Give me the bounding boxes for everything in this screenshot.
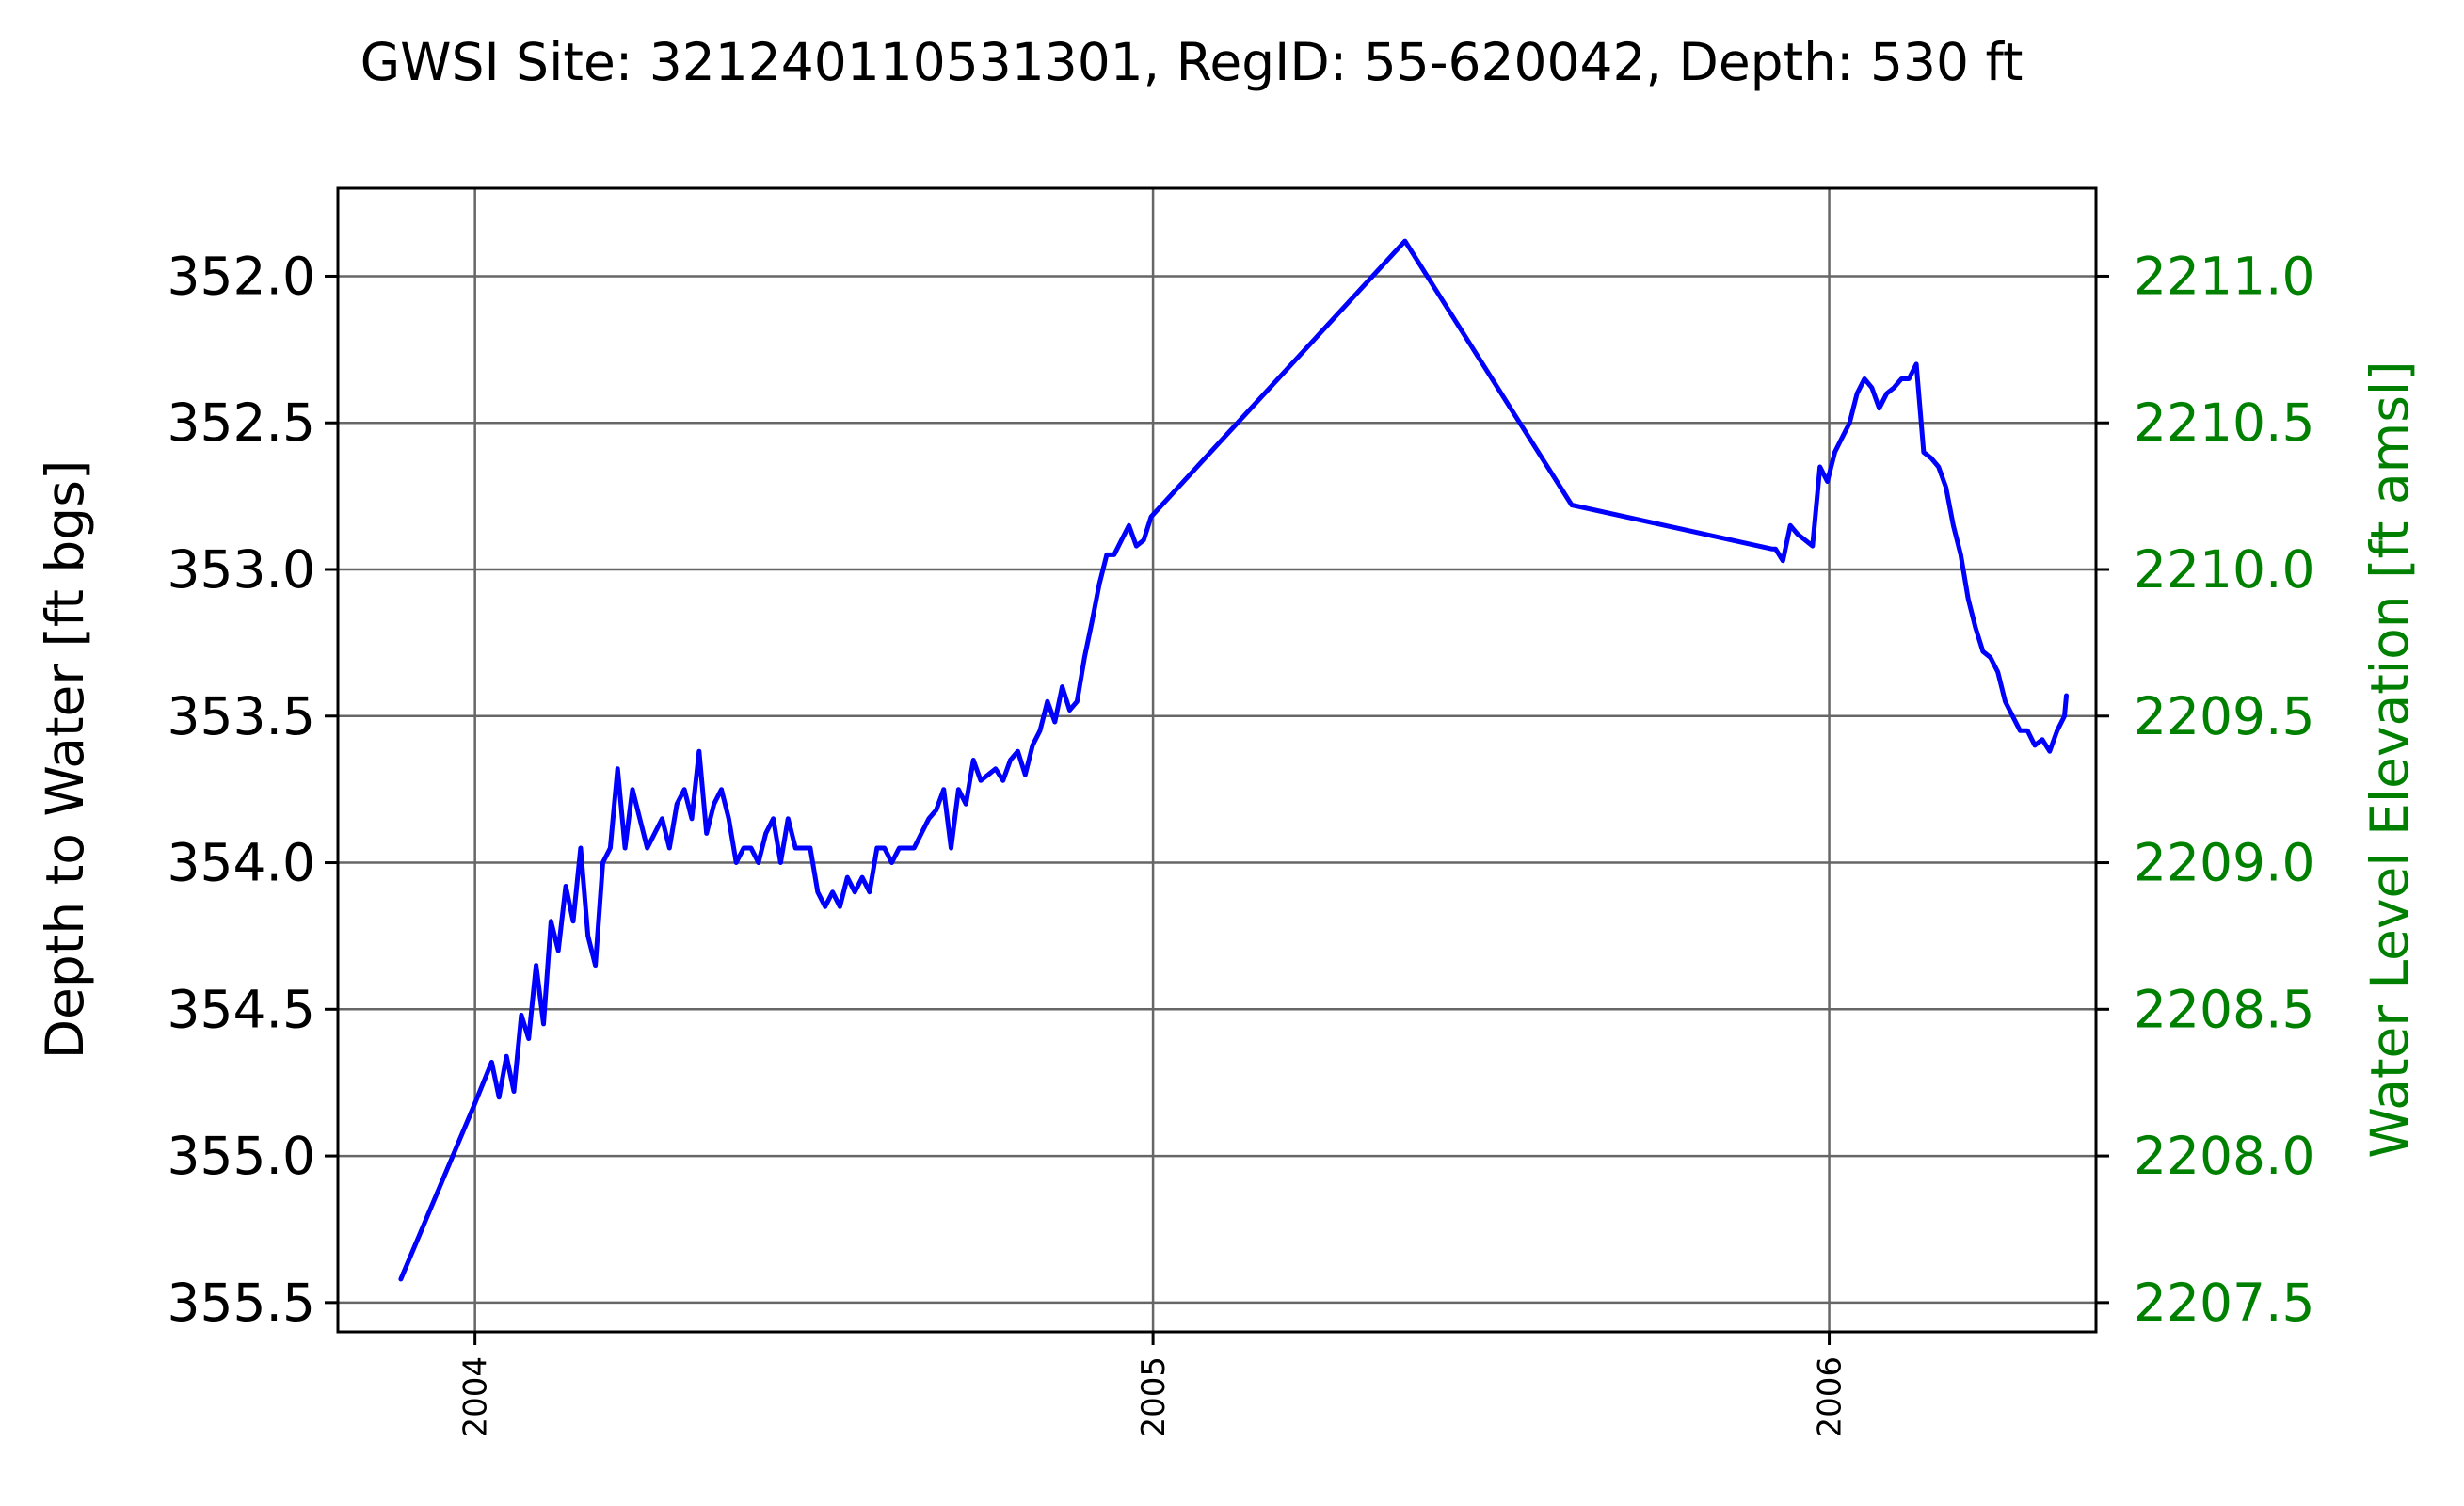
left-tick-label: 354.5 <box>168 979 315 1039</box>
chart-title: GWSI Site: 321240110531301, RegID: 55-62… <box>360 32 2024 92</box>
series-layer <box>398 238 2069 1282</box>
grid-lines <box>338 188 2096 1332</box>
left-tick-label: 355.0 <box>168 1126 315 1186</box>
right-tick-label: 2211.0 <box>2134 246 2314 306</box>
left-tick-label: 352.0 <box>168 246 315 306</box>
right-tick-label: 2208.5 <box>2134 979 2314 1039</box>
x-tick-label: 2006 <box>1812 1356 1849 1438</box>
plot-frame <box>336 186 2098 1334</box>
left-tick-label: 353.5 <box>168 686 315 746</box>
depth-to-water-line <box>398 238 2069 1282</box>
left-y-axis-label: Depth to Water [ft bgs] <box>35 460 95 1060</box>
left-tick-label: 353.0 <box>168 539 315 600</box>
right-tick-label: 2207.5 <box>2134 1273 2314 1333</box>
left-tick-label: 355.5 <box>168 1273 315 1333</box>
right-y-axis-label: Water Level Elevation [ft amsl] <box>2360 360 2420 1158</box>
right-tick-label: 2209.0 <box>2134 833 2314 893</box>
left-tick-label: 352.5 <box>168 393 315 453</box>
right-tick-label: 2208.0 <box>2134 1126 2314 1186</box>
x-tick-label: 2005 <box>1135 1356 1173 1438</box>
right-tick-label: 2210.0 <box>2134 539 2314 600</box>
left-y-axis: 352.0 352.5 353.0 353.5 354.0 354.5 355.0 355.5 <box>168 246 338 1333</box>
right-y-axis: 2211.0 2210.5 2210.0 2209.5 2209.0 2208.5 2208… <box>2096 246 2314 1333</box>
right-tick-label: 2210.5 <box>2134 393 2314 453</box>
right-tick-label: 2209.5 <box>2134 686 2314 746</box>
x-axis: 2004 2005 2006 <box>457 1332 1849 1438</box>
x-tick-label: 2004 <box>457 1356 495 1438</box>
left-tick-label: 354.0 <box>168 833 315 893</box>
